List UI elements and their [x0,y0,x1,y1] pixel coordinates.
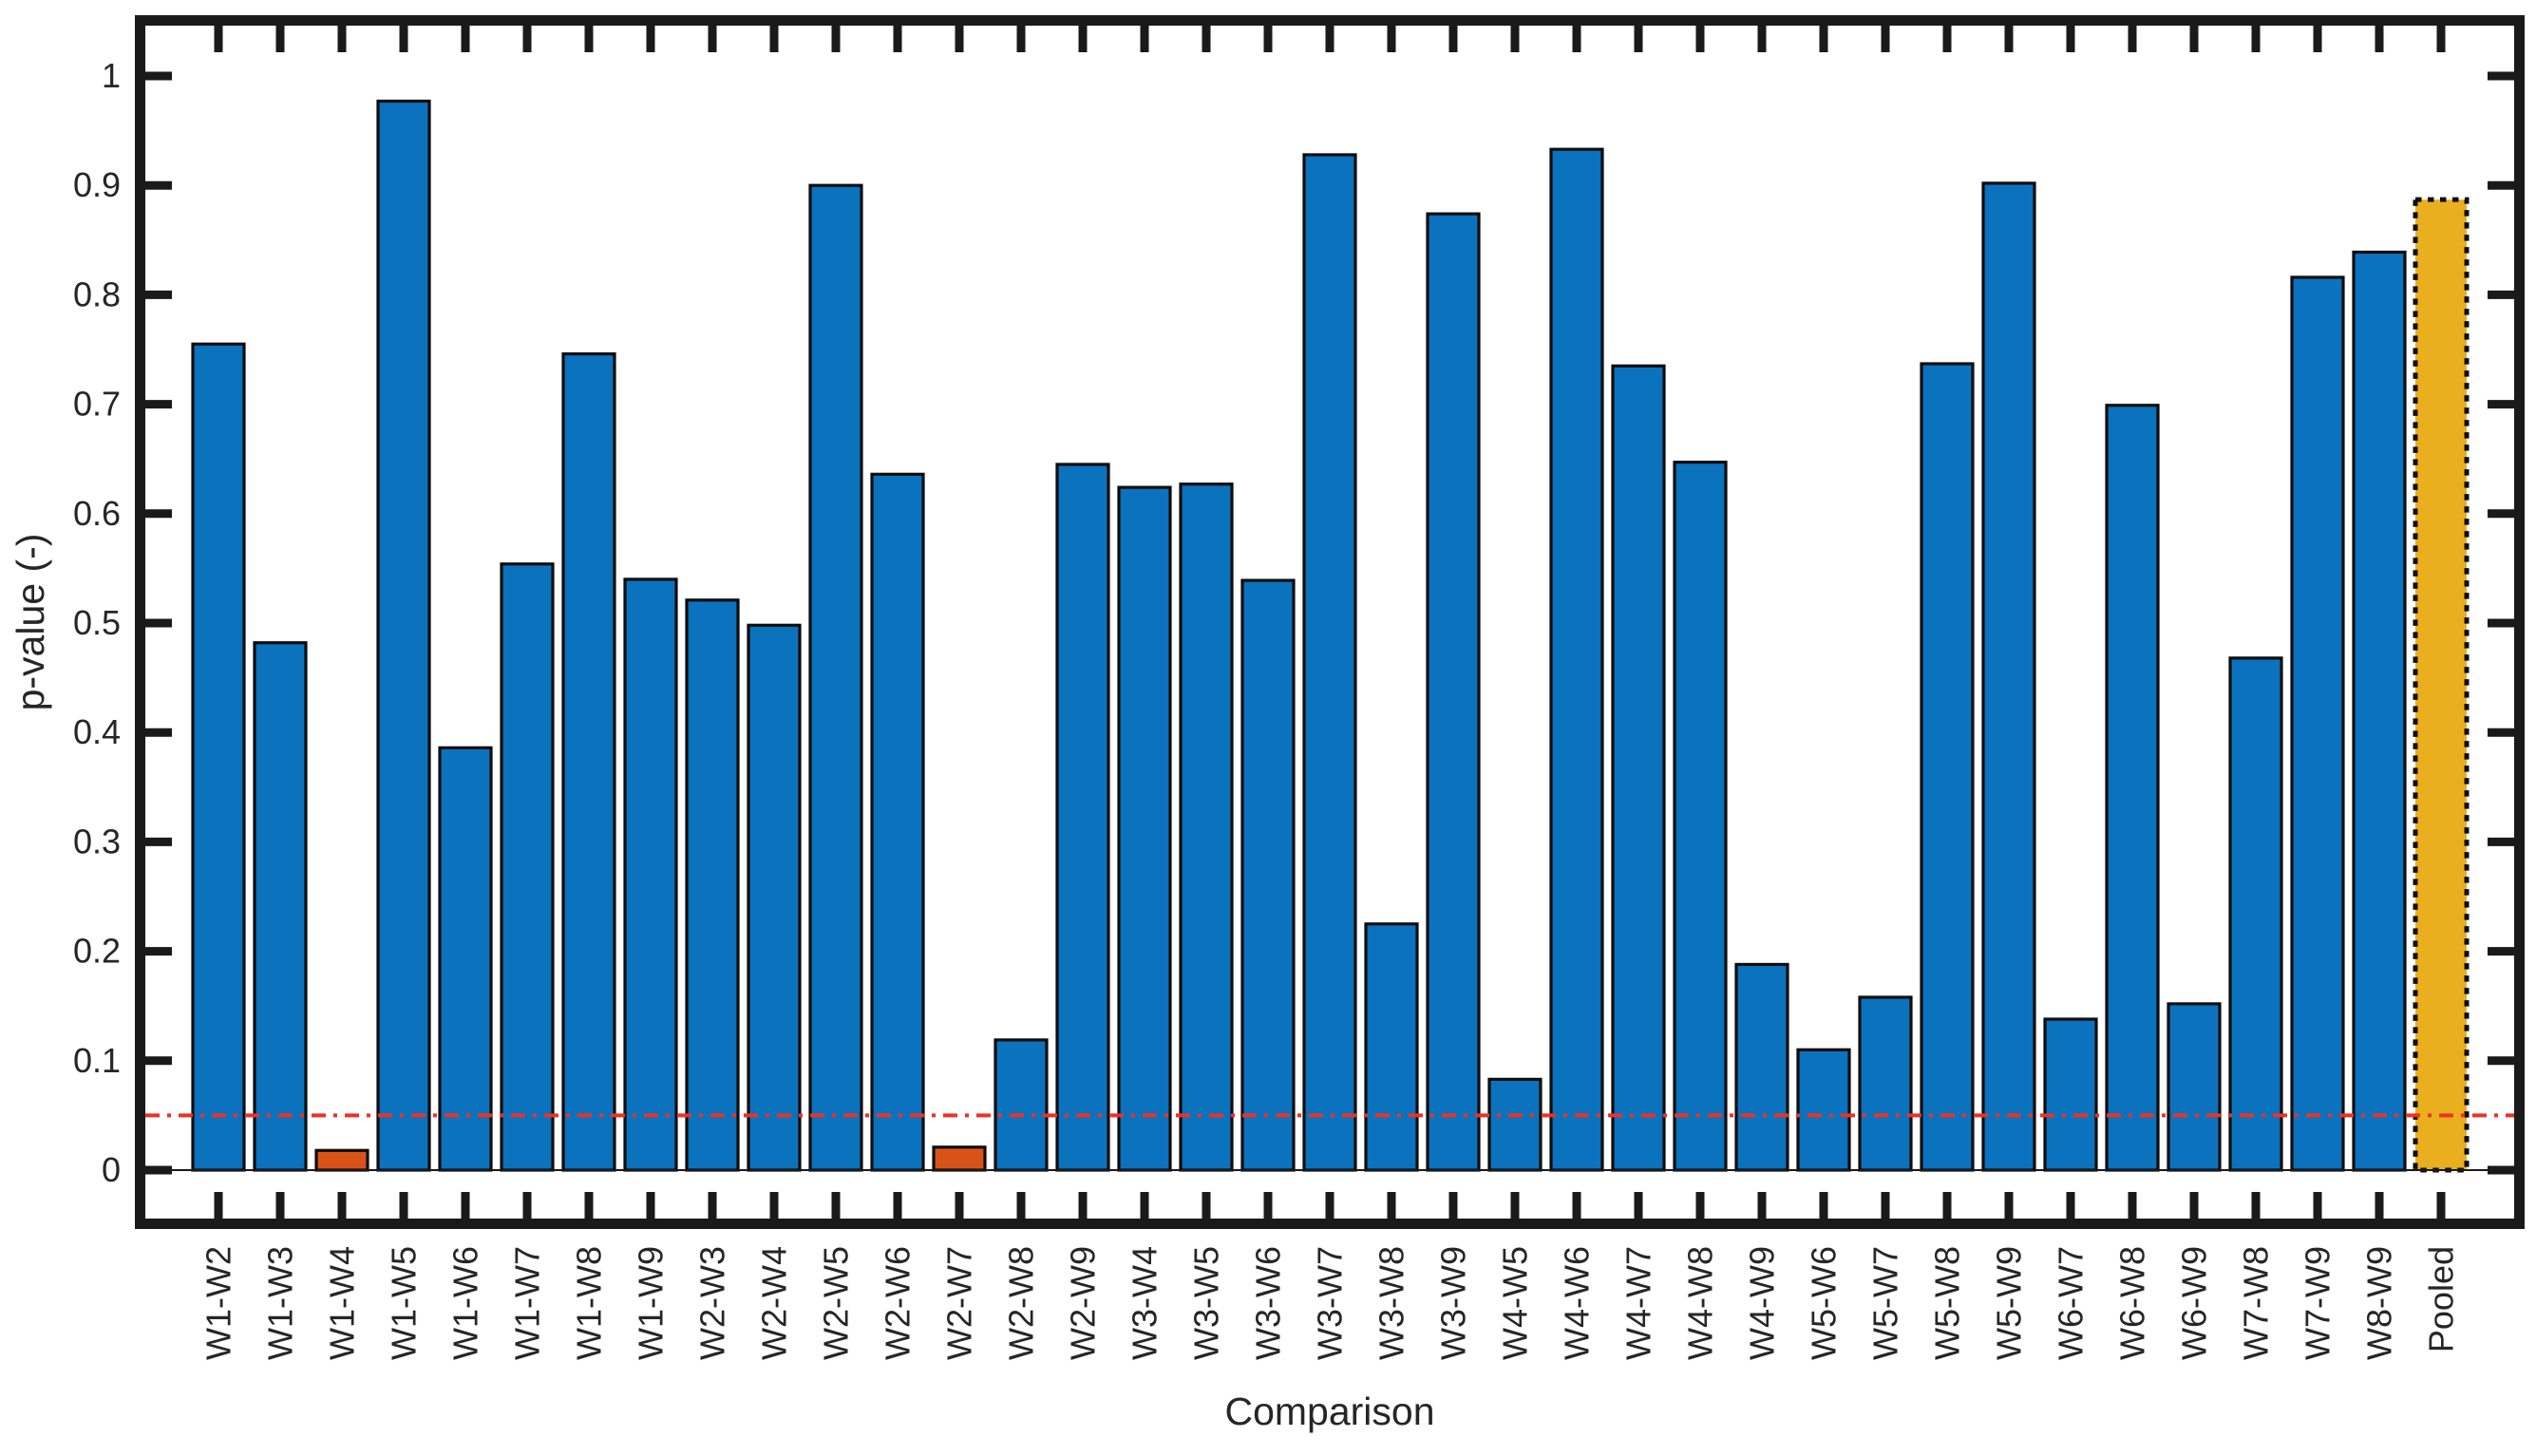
x-category-label: W7-W8 [2237,1246,2276,1360]
x-category-label: W1-W3 [261,1246,300,1360]
x-category-label: W3-W4 [1126,1246,1164,1360]
bar-w4-w9 [1734,962,1789,1172]
x-category-label: W4-W9 [1743,1246,1782,1360]
y-tick-label: 0.1 [73,1041,121,1080]
x-category-label: W1-W6 [446,1246,485,1360]
x-category-label: W4-W5 [1496,1246,1535,1360]
bar-w7-w8 [2228,656,2283,1172]
x-category-label: W1-W2 [199,1246,238,1360]
ticks-layer [145,26,2514,1219]
bar-w4-w8 [1673,461,1728,1172]
x-category-label: W4-W7 [1619,1246,1658,1360]
x-category-label: W3-W5 [1187,1246,1226,1360]
y-tick-label: 0.5 [73,603,121,642]
bar-w3-w4 [1117,485,1172,1172]
x-axis-label: Comparison [1224,1390,1434,1433]
bar-w6-w8 [2105,404,2160,1172]
bar-w1-w6 [438,746,493,1172]
y-tick-label: 0.4 [73,712,121,751]
x-category-label: W3-W9 [1434,1246,1473,1360]
x-category-label: W1-W8 [570,1246,609,1360]
y-tick-label: 0.7 [73,385,121,424]
x-category-label: W2-W6 [879,1246,918,1360]
x-category-label: W5-W6 [1805,1246,1844,1360]
bar-w2-w5 [808,183,863,1172]
y-tick-label: 0.2 [73,932,121,971]
x-category-label: W2-W8 [1002,1246,1041,1360]
bar-w1-w4 [314,1148,369,1172]
x-category-label: W2-W5 [817,1246,856,1360]
x-category-label: W7-W9 [2299,1246,2337,1360]
x-category-label: W4-W6 [1558,1246,1597,1360]
x-category-label: W1-W9 [632,1246,671,1360]
x-category-label: W2-W9 [1064,1246,1103,1360]
bar-w3-w7 [1302,153,1357,1172]
bar-w5-w6 [1796,1048,1851,1172]
x-category-label: W3-W8 [1372,1246,1411,1360]
bar-w4-w6 [1549,147,1604,1172]
x-category-label: W1-W4 [323,1246,362,1360]
bar-w4-w5 [1487,1077,1542,1172]
x-category-label: W1-W5 [385,1246,424,1360]
x-category-label: W3-W7 [1311,1246,1350,1360]
bar-w1-w5 [376,99,431,1172]
y-tick-labels: 0 0.1 0.2 0.3 0.4 0.5 0.6 0.7 0.8 0.9 1 [73,56,121,1189]
bar-w5-w7 [1858,995,1913,1172]
bar-w2-w6 [870,472,925,1172]
y-tick-label: 1 [102,56,121,95]
y-tick-label: 0.9 [73,165,121,204]
x-category-label: Pooled [2422,1246,2461,1352]
bar-w2-w4 [747,623,802,1172]
x-category-labels: W1-W2 W1-W3 W1-W4 W1-W5 W1-W6 W1-W7 W1-W8 W1-W9… [199,1246,2461,1360]
y-tick-label: 0.3 [73,822,121,860]
y-tick-label: 0.8 [73,274,121,313]
x-category-label: W5-W8 [1928,1246,1967,1360]
bar-pooled [2413,197,2470,1173]
bar-w2-w8 [994,1038,1049,1172]
x-category-label: W5-W7 [1866,1246,1905,1360]
x-category-label: W8-W9 [2360,1246,2399,1360]
bar-w1-w7 [500,562,555,1172]
bar-w4-w7 [1611,364,1666,1172]
bar-w3-w5 [1179,482,1234,1172]
bar-w2-w7 [932,1145,987,1172]
x-category-label: W6-W8 [2113,1246,2152,1360]
x-category-label: W2-W7 [940,1246,979,1360]
y-tick-label: 0.6 [73,494,121,533]
bar-w7-w9 [2290,275,2345,1172]
x-category-label: W6-W7 [2052,1246,2091,1360]
x-category-label: W3-W6 [1249,1246,1288,1360]
bar-w6-w9 [2167,1002,2222,1172]
bar-w1-w2 [191,342,246,1172]
bar-w1-w9 [623,577,678,1172]
x-category-label: W4-W8 [1681,1246,1720,1360]
x-category-label: W1-W7 [508,1246,547,1360]
plot-box [135,15,2525,1229]
bar-w2-w9 [1055,463,1110,1172]
bar-w2-w3 [685,598,740,1172]
bar-w5-w8 [1920,362,1975,1172]
x-category-label: W2-W4 [755,1246,794,1360]
bar-w3-w9 [1426,212,1481,1172]
x-category-label: W6-W9 [2175,1246,2214,1360]
y-axis-label: p-value (-) [9,534,52,711]
bar-w1-w8 [561,352,616,1172]
bar-w1-w3 [253,641,308,1172]
bars-layer [191,99,2470,1173]
bar-w8-w9 [2352,250,2407,1172]
x-category-label: W5-W9 [1990,1246,2029,1360]
bar-w5-w9 [1981,181,2036,1172]
x-category-label: W2-W3 [693,1246,732,1360]
y-tick-label: 0 [102,1150,121,1189]
bar-w6-w7 [2043,1017,2098,1172]
bar-w3-w6 [1240,578,1296,1172]
bar-w3-w8 [1364,922,1419,1172]
